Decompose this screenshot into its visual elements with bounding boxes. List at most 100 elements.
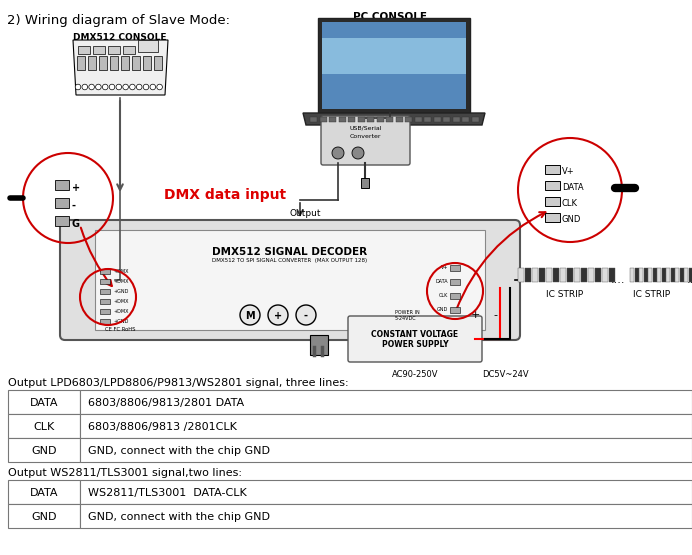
Bar <box>348 117 355 122</box>
Polygon shape <box>303 113 485 125</box>
Bar <box>644 268 648 282</box>
Bar <box>361 178 369 188</box>
Text: 6803/8806/9813/2801 DATA: 6803/8806/9813/2801 DATA <box>88 398 244 408</box>
Circle shape <box>116 84 122 90</box>
Text: Output LPD6803/LPD8806/P9813/WS2801 signal, three lines:: Output LPD6803/LPD8806/P9813/WS2801 sign… <box>8 378 349 388</box>
Bar <box>143 56 151 70</box>
Text: 6803/8806/9813 /2801CLK: 6803/8806/9813 /2801CLK <box>88 422 237 432</box>
Bar <box>8 438 80 462</box>
Bar <box>545 197 560 206</box>
Bar <box>532 268 538 282</box>
Bar <box>630 268 634 282</box>
Bar <box>424 117 431 122</box>
Text: DATA: DATA <box>30 398 58 408</box>
Text: -: - <box>493 310 497 320</box>
Circle shape <box>82 84 88 90</box>
Bar <box>100 319 110 324</box>
Bar <box>574 268 580 282</box>
Bar <box>689 268 692 282</box>
Text: -: - <box>72 201 76 211</box>
Bar <box>546 268 552 282</box>
Text: PC CONSOLE: PC CONSOLE <box>353 12 427 22</box>
Bar <box>635 268 639 282</box>
Bar <box>462 117 469 122</box>
Text: V+: V+ <box>562 167 574 176</box>
Bar <box>78 46 90 54</box>
Bar <box>453 117 459 122</box>
Text: DMX512 SIGNAL DECODER: DMX512 SIGNAL DECODER <box>212 247 367 257</box>
Bar <box>77 56 85 70</box>
Bar <box>88 56 96 70</box>
Polygon shape <box>73 40 168 95</box>
Text: 2) Wiring diagram of Slave Mode:: 2) Wiring diagram of Slave Mode: <box>7 14 230 27</box>
FancyBboxPatch shape <box>321 116 410 165</box>
Text: DMX512 CONSOLE: DMX512 CONSOLE <box>73 33 167 42</box>
Bar <box>80 504 692 528</box>
Bar <box>396 117 403 122</box>
Bar <box>95 230 485 330</box>
Bar <box>666 268 670 282</box>
Bar <box>671 268 675 282</box>
Text: CE FC RoHS: CE FC RoHS <box>105 327 136 332</box>
Bar <box>100 289 110 294</box>
Bar <box>653 268 657 282</box>
Bar <box>110 56 118 70</box>
Text: +: + <box>471 310 480 320</box>
Bar <box>450 265 460 271</box>
Text: Output WS2811/TLS3001 signal,two lines:: Output WS2811/TLS3001 signal,two lines: <box>8 468 242 478</box>
Bar <box>320 117 327 122</box>
Circle shape <box>296 305 316 325</box>
Bar <box>545 181 560 190</box>
Bar <box>55 216 69 226</box>
FancyBboxPatch shape <box>60 220 520 340</box>
FancyBboxPatch shape <box>348 316 482 362</box>
Text: ...: ... <box>686 275 692 285</box>
Text: GND, connect with the chip GND: GND, connect with the chip GND <box>88 446 270 456</box>
Bar <box>55 198 69 208</box>
Bar <box>154 56 162 70</box>
Bar <box>93 46 105 54</box>
Bar <box>545 213 560 222</box>
Text: Output: Output <box>290 209 322 218</box>
Bar <box>471 117 478 122</box>
Bar <box>567 268 573 282</box>
Bar <box>123 46 135 54</box>
Bar <box>639 268 643 282</box>
Text: GND: GND <box>31 446 57 456</box>
Text: AC90-250V: AC90-250V <box>392 370 438 379</box>
Text: V+: V+ <box>441 265 448 270</box>
Bar <box>99 56 107 70</box>
Bar <box>100 269 110 274</box>
Text: +DMX: +DMX <box>113 309 129 314</box>
Bar <box>376 117 383 122</box>
Text: +GND: +GND <box>113 289 129 294</box>
Circle shape <box>122 84 129 90</box>
Text: POWER IN
5-24VDC: POWER IN 5-24VDC <box>395 310 420 321</box>
Bar <box>55 180 69 190</box>
Text: +DMX: +DMX <box>113 269 129 274</box>
Text: CLK: CLK <box>33 422 55 432</box>
Text: +: + <box>274 311 282 321</box>
Bar <box>662 268 666 282</box>
Bar <box>80 390 692 414</box>
Circle shape <box>150 84 156 90</box>
Bar <box>8 504 80 528</box>
Bar <box>450 293 460 299</box>
Text: USB/Serial: USB/Serial <box>349 126 382 131</box>
Text: DMX512 TO SPI SIGNAL CONVERTER  (MAX OUTPUT 128): DMX512 TO SPI SIGNAL CONVERTER (MAX OUTP… <box>212 258 367 263</box>
Bar <box>8 390 80 414</box>
Circle shape <box>143 84 149 90</box>
Bar <box>80 438 692 462</box>
Bar <box>322 38 466 73</box>
Bar <box>602 268 608 282</box>
Circle shape <box>352 147 364 159</box>
Bar <box>609 268 615 282</box>
Text: CLK: CLK <box>562 199 578 208</box>
Text: GND: GND <box>562 215 581 224</box>
Bar <box>8 414 80 438</box>
Text: IC STRIP: IC STRIP <box>547 290 583 299</box>
Bar <box>80 480 692 504</box>
Bar <box>553 268 559 282</box>
Bar <box>581 268 587 282</box>
Bar <box>100 279 110 284</box>
